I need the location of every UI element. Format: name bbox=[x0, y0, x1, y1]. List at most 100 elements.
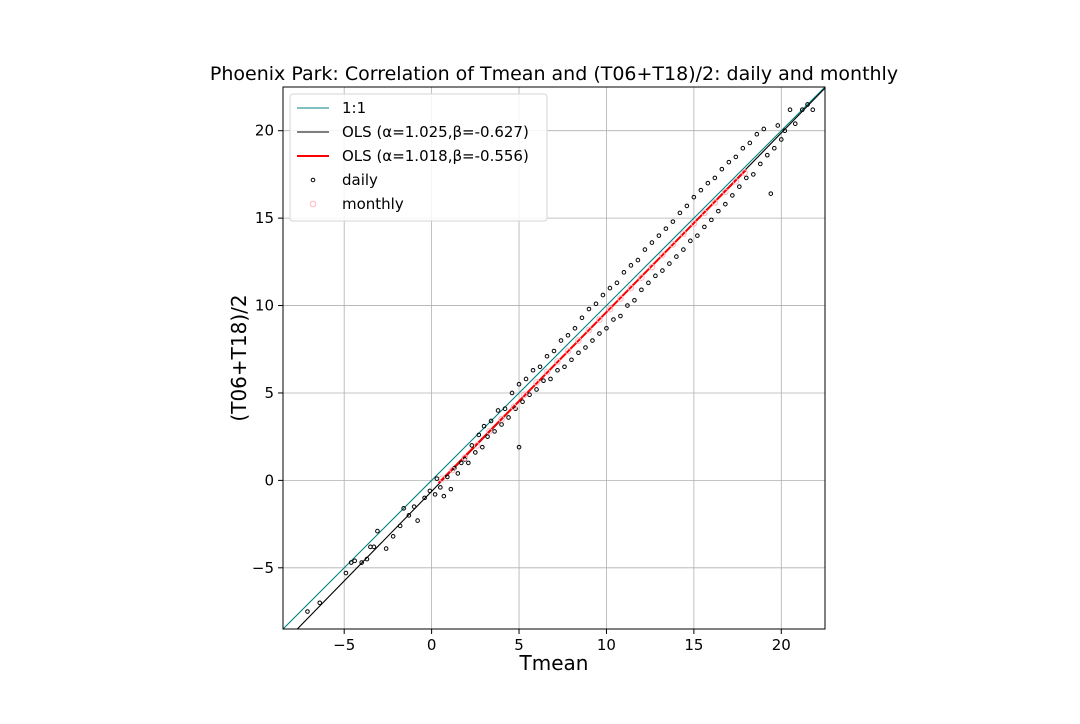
daily-point bbox=[611, 317, 616, 322]
data-points bbox=[305, 102, 816, 614]
monthly-point bbox=[520, 391, 528, 399]
daily-point bbox=[761, 126, 767, 132]
daily-point bbox=[667, 261, 672, 266]
daily-point bbox=[782, 128, 788, 134]
daily-point bbox=[473, 450, 478, 455]
daily-point bbox=[705, 180, 711, 186]
daily-point bbox=[434, 476, 440, 481]
daily-point bbox=[765, 152, 770, 158]
x-tick-label: −5 bbox=[333, 636, 355, 654]
monthly-point bbox=[585, 326, 593, 334]
daily-point bbox=[621, 270, 627, 275]
daily-point bbox=[548, 376, 553, 382]
one-to-one-line bbox=[283, 87, 825, 629]
x-axis-title: Tmean bbox=[519, 651, 589, 675]
daily-point bbox=[452, 465, 457, 471]
daily-point bbox=[427, 488, 433, 494]
daily-point bbox=[569, 357, 574, 363]
daily-point bbox=[476, 432, 482, 438]
daily-point bbox=[805, 102, 810, 107]
daily-point bbox=[600, 292, 606, 298]
monthly-point bbox=[473, 442, 481, 449]
legend-label: monthly bbox=[342, 195, 404, 213]
x-tick-label: 10 bbox=[597, 636, 616, 654]
daily-point bbox=[663, 226, 669, 231]
daily-point bbox=[555, 367, 560, 373]
monthly-point bbox=[659, 251, 666, 259]
daily-point bbox=[401, 506, 406, 511]
daily-point bbox=[674, 254, 679, 259]
legend: 1:1 OLS (α=1.025,β=-0.627) OLS (α=1.018,β=… bbox=[289, 93, 548, 222]
daily-point bbox=[509, 390, 515, 396]
daily-point bbox=[579, 315, 585, 321]
monthly-point bbox=[627, 284, 635, 292]
daily-point bbox=[441, 493, 447, 499]
daily-point bbox=[691, 194, 697, 200]
daily-point bbox=[480, 444, 485, 450]
daily-point bbox=[488, 418, 494, 424]
chart-title: Phoenix Park: Correlation of Tmean and (… bbox=[210, 63, 898, 85]
daily-point bbox=[466, 460, 471, 466]
daily-point bbox=[359, 560, 364, 565]
monthly-point bbox=[741, 169, 748, 176]
monthly-point bbox=[533, 379, 540, 386]
daily-point bbox=[642, 247, 648, 252]
legend-label: OLS (α=1.025,β=-0.627) bbox=[342, 123, 529, 141]
daily-point bbox=[684, 203, 690, 209]
legend-label: daily bbox=[342, 171, 378, 189]
y-tick-label: −5 bbox=[252, 559, 274, 577]
daily-point bbox=[646, 280, 651, 286]
daily-point bbox=[590, 338, 595, 343]
daily-point bbox=[614, 280, 620, 286]
daily-point bbox=[406, 513, 412, 518]
monthly-point bbox=[575, 337, 582, 344]
daily-point bbox=[771, 145, 777, 151]
legend-swatch bbox=[310, 177, 316, 183]
monthly-point bbox=[669, 241, 677, 248]
daily-point bbox=[604, 325, 609, 331]
daily-point bbox=[551, 348, 557, 354]
monthly-point bbox=[606, 305, 614, 313]
daily-point bbox=[677, 210, 683, 216]
daily-point bbox=[740, 145, 746, 151]
x-tick-label: 5 bbox=[514, 636, 524, 654]
daily-point bbox=[481, 423, 487, 429]
daily-point bbox=[516, 444, 522, 450]
daily-point bbox=[455, 471, 461, 476]
daily-point bbox=[639, 287, 644, 293]
daily-point bbox=[726, 159, 732, 165]
monthly-point bbox=[648, 263, 656, 271]
daily-point bbox=[565, 332, 571, 338]
daily-point bbox=[534, 387, 539, 392]
x-tick-label: 20 bbox=[772, 636, 791, 654]
monthly-point bbox=[486, 428, 493, 435]
monthly-point bbox=[510, 403, 518, 411]
daily-point bbox=[586, 306, 592, 312]
daily-point bbox=[607, 285, 613, 291]
daily-point bbox=[649, 240, 655, 245]
daily-point bbox=[583, 345, 588, 350]
daily-point bbox=[576, 350, 581, 356]
monthly-point bbox=[680, 230, 687, 238]
daily-point bbox=[495, 408, 501, 413]
daily-point bbox=[799, 107, 805, 113]
y-tick-label: 20 bbox=[255, 122, 274, 140]
monthly-point bbox=[498, 415, 505, 423]
legend-label: OLS (α=1.018,β=-0.556) bbox=[342, 147, 529, 165]
daily-point bbox=[747, 140, 753, 146]
daily-point bbox=[730, 193, 735, 198]
daily-point bbox=[778, 137, 784, 142]
daily-point bbox=[787, 107, 793, 113]
daily-point bbox=[744, 175, 749, 181]
monthly-point bbox=[732, 178, 740, 185]
monthly-point bbox=[449, 466, 456, 474]
daily-point bbox=[530, 367, 536, 373]
daily-point bbox=[635, 257, 641, 263]
daily-point bbox=[499, 422, 504, 427]
legend-swatch bbox=[309, 200, 317, 208]
daily-point bbox=[411, 504, 417, 509]
monthly-point bbox=[554, 358, 561, 365]
daily-point bbox=[492, 429, 497, 434]
